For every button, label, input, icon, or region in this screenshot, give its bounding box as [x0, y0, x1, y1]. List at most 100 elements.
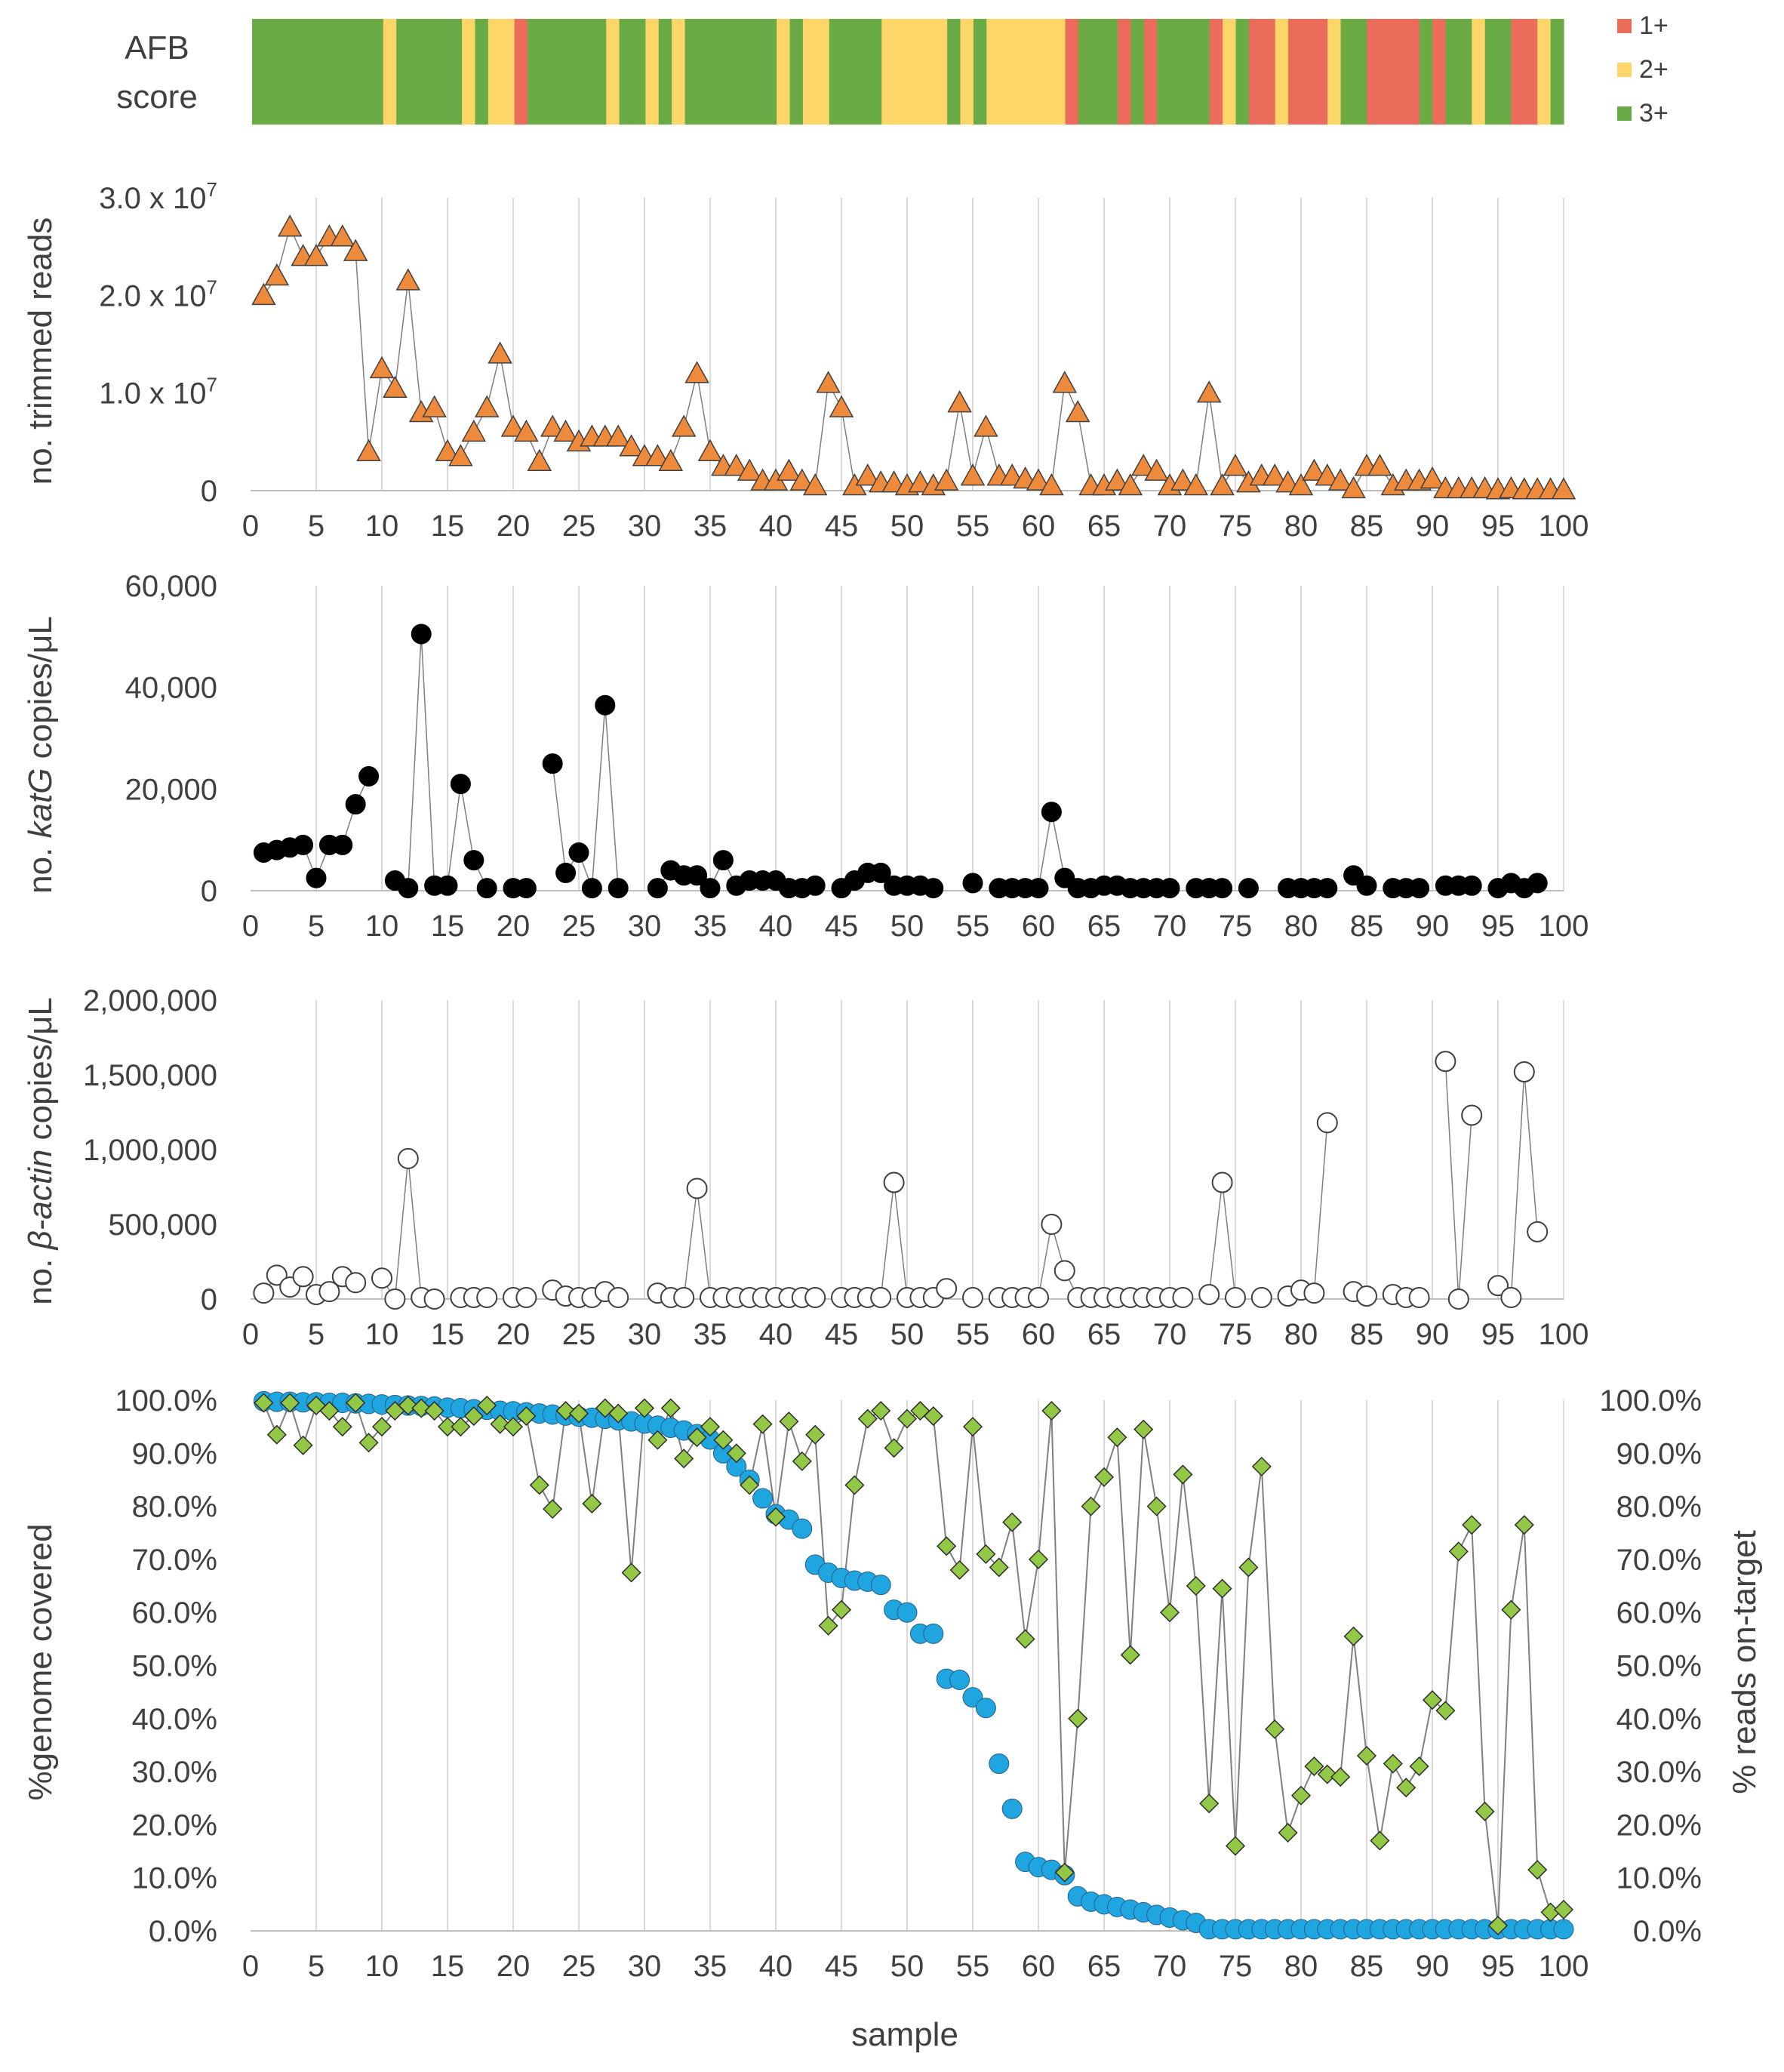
actin-point	[1527, 1221, 1549, 1242]
afb-score-panel: AFB score 1+ 2+ 3+	[116, 11, 1669, 128]
katg-point	[1409, 878, 1430, 899]
actin-line-segment	[1444, 1061, 1472, 1300]
x-tick-label: 5	[308, 1318, 325, 1351]
y-tick-label: 2,000,000	[83, 984, 217, 1018]
reads-point	[1302, 458, 1327, 481]
reads-point	[1341, 476, 1366, 499]
reads-point	[422, 395, 447, 417]
y-tick-label: 500,000	[108, 1208, 217, 1242]
ontarget-point	[371, 1417, 392, 1437]
x-tick-label: 50	[890, 510, 924, 543]
coverage-point	[923, 1623, 944, 1644]
x-tick-label: 35	[694, 910, 727, 943]
x-tick-label: 30	[628, 910, 662, 943]
x-tick-label: 100	[1539, 910, 1589, 943]
afb-cell	[304, 19, 318, 125]
x-tick-label: 5	[308, 910, 325, 943]
reads-point	[474, 395, 500, 417]
coverage-markers	[253, 1390, 1574, 1940]
x-tick-label: 20	[497, 910, 531, 943]
y-tick-base: 3.0 x 10	[99, 182, 206, 215]
ontarget-point	[700, 1417, 721, 1437]
x-tick-label: 100	[1539, 1318, 1589, 1351]
reads-point	[448, 444, 473, 466]
y-tick-label: 10.0%	[132, 1862, 217, 1895]
katg-point	[332, 834, 353, 855]
reads-point	[724, 454, 749, 476]
x-tick-label: 20	[497, 1318, 531, 1351]
x-tick-label: 70	[1153, 1318, 1187, 1351]
x-tick-label: 95	[1481, 1318, 1515, 1351]
ontarget-point	[660, 1398, 681, 1418]
legend-swatch-2plus	[1617, 63, 1632, 77]
ontarget-point	[1081, 1496, 1101, 1516]
afb-cell	[1472, 19, 1486, 125]
x-tick-label: 50	[890, 910, 924, 943]
actin-ylabel-gene: β-actin	[22, 1150, 59, 1252]
reads-markers	[251, 214, 1576, 500]
ontarget-point	[1054, 1862, 1075, 1883]
afb-cell	[291, 19, 306, 125]
afb-cell	[278, 19, 292, 125]
afb-cell	[567, 19, 581, 125]
x-tick-label: 85	[1350, 1318, 1384, 1351]
reads-point	[356, 439, 381, 462]
x-tick-label: 75	[1219, 1318, 1253, 1351]
ontarget-point	[516, 1406, 537, 1427]
katg-point	[1041, 802, 1062, 823]
actin-point	[1053, 1260, 1075, 1282]
coverage-point	[949, 1669, 970, 1690]
x-tick-label: 75	[1219, 510, 1253, 543]
afb-cell	[488, 19, 502, 125]
actin-point	[870, 1287, 892, 1309]
afb-cell	[383, 19, 397, 125]
reads-point	[1105, 468, 1130, 491]
afb-cell	[1026, 19, 1040, 125]
afb-cell	[868, 19, 882, 125]
afb-cell	[1235, 19, 1250, 125]
x-tick-label: 85	[1350, 510, 1384, 543]
ontarget-point	[857, 1409, 878, 1429]
afb-cell	[1262, 19, 1276, 125]
actin-y-tick-labels: 0 500,000 1,000,000 1,500,000 2,000,000	[83, 984, 217, 1316]
afb-cell	[501, 19, 515, 125]
reads-point	[737, 458, 762, 481]
x-tick-label: 95	[1481, 510, 1515, 543]
afb-cell	[435, 19, 450, 125]
x-tick-label: 90	[1416, 1950, 1450, 1983]
actin-point	[1356, 1285, 1377, 1307]
actin-point	[397, 1147, 419, 1169]
actin-line-segment	[1208, 1182, 1236, 1298]
ontarget-point	[1199, 1793, 1220, 1814]
ontarget-point	[266, 1424, 287, 1445]
ontarget-point	[254, 1393, 274, 1413]
afb-cell	[553, 19, 567, 125]
afb-cell	[881, 19, 896, 125]
x-tick-label: 40	[759, 1318, 793, 1351]
coverage-point	[792, 1518, 813, 1539]
reads-point	[383, 375, 408, 398]
actin-point	[345, 1272, 367, 1294]
ontarget-ylabel: % reads on-target	[1726, 1530, 1763, 1794]
x-tick-label: 10	[365, 510, 399, 543]
reads-point	[1420, 466, 1445, 489]
afb-cell	[737, 19, 752, 125]
reads-x-tick-labels: 0 5 10 15 20 25 30 35 40 45 50 55 60 65 70 75 80 85 90 95 10…	[242, 510, 1589, 543]
x-tick-label: 65	[1087, 910, 1121, 943]
ontarget-point	[608, 1403, 629, 1424]
katg-point	[1238, 878, 1259, 899]
reads-point	[514, 419, 539, 442]
ontarget-point	[1041, 1400, 1062, 1421]
x-tick-label: 25	[562, 1950, 596, 1983]
afb-cell	[908, 19, 921, 125]
reads-point	[605, 424, 631, 447]
y-tick-label: 40,000	[125, 672, 217, 705]
reads-point	[1039, 473, 1064, 496]
katg-point	[1317, 878, 1338, 899]
coverage-ylabel: %genome covered	[22, 1524, 59, 1801]
ontarget-point	[765, 1507, 786, 1527]
y-tick-label: 2.0 x 107	[99, 276, 217, 312]
reads-point	[645, 444, 670, 466]
